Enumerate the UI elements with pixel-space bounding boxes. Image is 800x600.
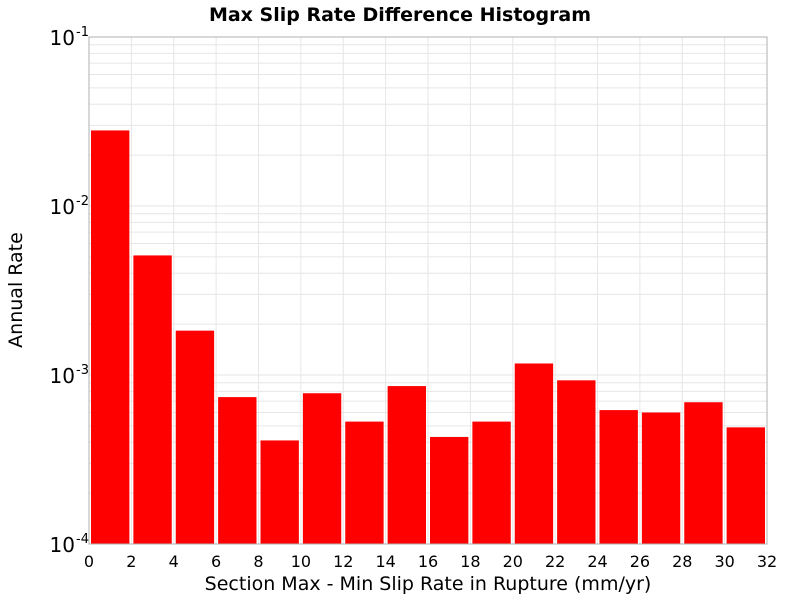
y-tick-exponent: -4 [76, 532, 89, 547]
histogram-bar [91, 130, 130, 544]
histogram-bar [133, 255, 172, 544]
y-tick-label: 10 [50, 533, 75, 557]
y-tick-exponent: -3 [76, 363, 89, 378]
y-tick-label: 10 [50, 195, 75, 219]
x-tick-label: 24 [587, 552, 607, 571]
x-tick-label: 2 [126, 552, 136, 571]
histogram-bar [218, 397, 257, 544]
x-tick-labels: 0 2 4 6 8 10 12 14 16 18 20 22 24 26 28 30 32 [84, 552, 777, 571]
x-tick-label: 12 [333, 552, 353, 571]
histogram-bar [387, 386, 426, 544]
histogram-bar [345, 421, 384, 544]
x-tick-label: 0 [84, 552, 94, 571]
x-tick-label: 10 [291, 552, 311, 571]
x-tick-label: 32 [757, 552, 777, 571]
x-tick-label: 30 [714, 552, 734, 571]
plot-frame [88, 36, 768, 545]
histogram-bar [684, 402, 723, 544]
histogram-bar [514, 363, 554, 544]
x-tick-label: 6 [211, 552, 221, 571]
histogram-bar [302, 393, 342, 544]
y-tick-label: 10 [50, 364, 75, 388]
x-tick-label: 26 [630, 552, 650, 571]
histogram-bar [599, 410, 638, 544]
histogram-bar [260, 440, 299, 544]
x-tick-label: 18 [460, 552, 480, 571]
y-axis-label: Annual Rate [5, 232, 27, 348]
x-axis-label: Section Max - Min Slip Rate in Rupture (… [205, 573, 652, 595]
x-tick-label: 16 [418, 552, 438, 571]
x-tick-label: 22 [545, 552, 565, 571]
chart-title: Max Slip Rate Difference Histogram [209, 4, 591, 26]
y-tick-labels: 10-410-310-210-1 [50, 25, 89, 557]
histogram-bar [472, 421, 511, 544]
x-tick-label: 28 [672, 552, 692, 571]
y-tick-exponent: -1 [76, 25, 89, 40]
histogram-bar [641, 412, 681, 544]
histogram-bar [430, 436, 469, 544]
x-tick-label: 8 [253, 552, 263, 571]
x-tick-label: 20 [503, 552, 523, 571]
y-tick-exponent: -2 [76, 194, 89, 209]
histogram-bar [557, 380, 596, 544]
x-tick-label: 14 [375, 552, 395, 571]
x-tick-label: 4 [169, 552, 179, 571]
y-tick-label: 10 [50, 26, 75, 50]
bars [91, 130, 765, 544]
histogram-bar [726, 427, 765, 544]
histogram-bar [175, 330, 215, 544]
